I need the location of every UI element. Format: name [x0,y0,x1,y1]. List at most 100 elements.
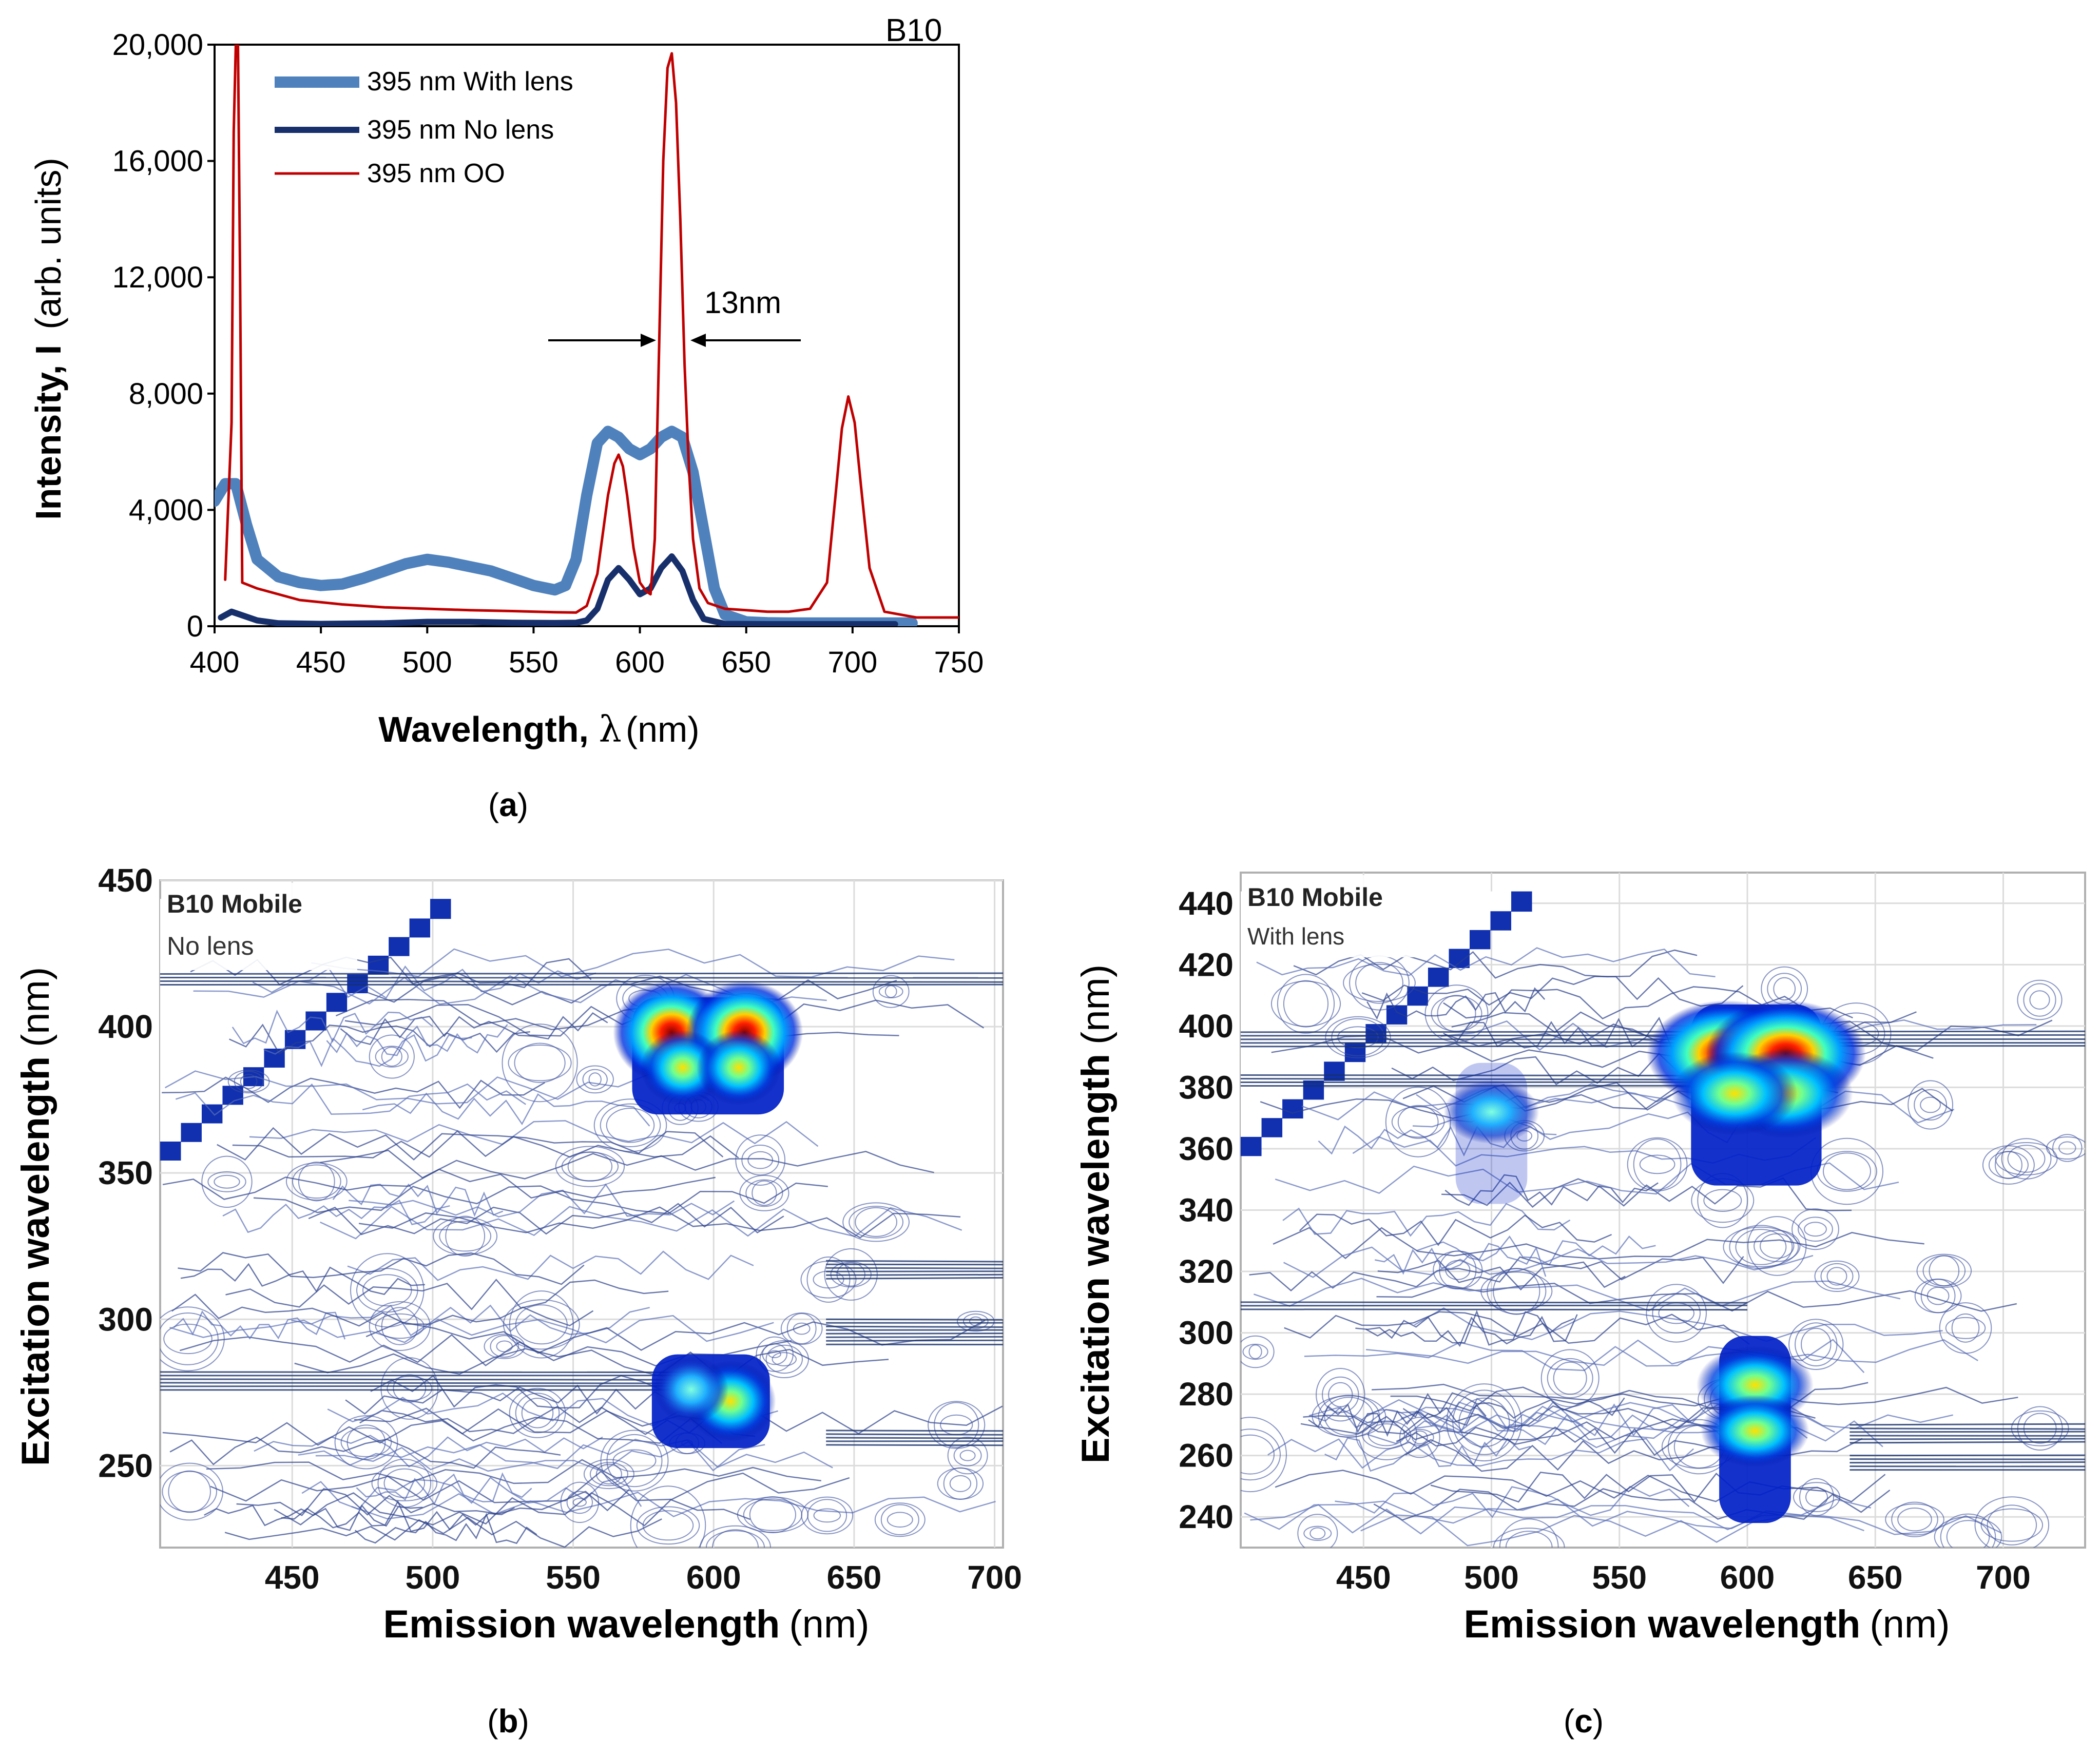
contour-line [169,1315,774,1344]
fwhm-arrow-right-head [690,334,706,347]
contour-ring [160,1312,219,1365]
contour-ring [1493,1528,1565,1548]
x-tick-label-a: 400 [190,646,240,679]
contour-ring [934,1402,979,1448]
contour-ring [1914,1089,1948,1121]
contour-ring [793,1322,811,1335]
contour-ring [589,1462,628,1486]
contour-ring [636,1506,700,1545]
contour-line [308,1203,784,1235]
contour-ring [502,1024,578,1103]
contour-ring [2001,1138,2052,1180]
contour-ring [1505,1531,1553,1548]
contour-line [1414,1307,1943,1342]
contour-line [345,1384,693,1415]
contour-line [281,1500,515,1532]
contour-ring [381,1047,402,1067]
contour-ring [1412,1430,1428,1444]
legend-label-no-lens: 395 nm No lens [367,115,554,145]
contour-ring [375,1046,409,1068]
scatter-step [389,936,410,956]
contour-ring [1547,1358,1593,1399]
contour-ring [855,1207,897,1237]
band-line [1241,1308,1748,1311]
contour-ring [1458,1397,1510,1447]
scatter-step [1511,891,1532,912]
chart-title-a: B10 [885,13,942,48]
scatter-step [160,1141,181,1161]
inset-title-b: B10 Mobile [167,890,302,918]
contour-ring [1916,1253,1972,1288]
x-tick-label-c: 550 [1592,1559,1647,1596]
scatter-step [181,1122,202,1142]
contour-ring [1391,1106,1445,1138]
contour-ring [849,1206,903,1239]
scatter-step [409,917,431,938]
contour-ring [1801,1327,1832,1361]
contour-ring [1988,1151,2029,1179]
series-a [215,45,959,626]
scatter-step [201,1103,223,1124]
contour-ring [762,1343,787,1365]
contour-ring [735,1134,786,1186]
contour-ring [842,1202,910,1242]
contour-ring [1487,1268,1547,1315]
contour-ring [334,1415,398,1470]
contour-ring [1945,1317,1986,1339]
scatter-step [1386,1004,1408,1025]
x-tick-label-c: 450 [1336,1559,1391,1596]
contour-ring [1908,1080,1954,1130]
scatter-mask [160,1047,264,1068]
panel-label-b: (b) [487,1703,529,1740]
contour-ring [813,1508,841,1523]
contour-line [232,1130,739,1159]
contour-ring [737,1496,809,1533]
contour-ring [561,1151,619,1182]
contour-ring [1241,1417,1287,1493]
contour-line [253,1182,828,1214]
contour-ring [1639,1154,1675,1174]
scatter-mask [160,1103,202,1123]
contour-lines-b [160,948,1003,1548]
x-axis-title-c: Emission wavelength (nm) [1463,1602,1950,1646]
contour-ring [369,1301,431,1351]
scatter-step [1282,1098,1303,1119]
contour-ring [1951,1313,1980,1343]
hot-spot [1701,1395,1809,1468]
contour-ring [872,975,910,1008]
x-ticks-a: 400 450 500 550 600 650 700 750 [190,626,984,679]
contour-ring [1446,1383,1523,1462]
contour-ring [496,1340,513,1353]
y-tick-label-c: 380 [1179,1069,1234,1106]
contour-line [263,1034,472,1068]
contour-ring [1499,1518,1559,1548]
contour-ring [1795,1322,1838,1367]
contour-ring [582,1069,608,1090]
contour-ring [1431,995,1482,1032]
contour-ring [1540,1349,1600,1407]
contour-line [222,1199,450,1233]
contour-ring [1309,1527,1326,1540]
scatter-step [1428,967,1449,987]
contour-line [351,1492,996,1520]
contour-ring [1316,1368,1365,1422]
contour-line [178,1252,585,1285]
legend-a: 395 nm With lens 395 nm No lens 395 nm O… [275,67,573,188]
contour-ring [1922,1255,1966,1287]
contour-ring [234,1071,264,1092]
contour-ring [2007,1145,2046,1173]
x-axis-title-b: Emission wavelength (nm) [383,1602,869,1646]
contour-line [354,1513,537,1544]
contour-ring [162,1471,218,1513]
contour-ring [1974,1496,2050,1548]
contour-line [315,1440,833,1473]
y-tick-label-b: 300 [98,1301,153,1338]
y-tick-label-a: 16,000 [112,145,203,178]
hot-spot [1671,1051,1798,1135]
contour-ring [1433,1250,1483,1289]
contour-ring [509,1387,566,1438]
inset-box-b [162,883,357,970]
contour-ring [1747,1216,1807,1276]
y-tick-label-b: 350 [98,1154,153,1191]
